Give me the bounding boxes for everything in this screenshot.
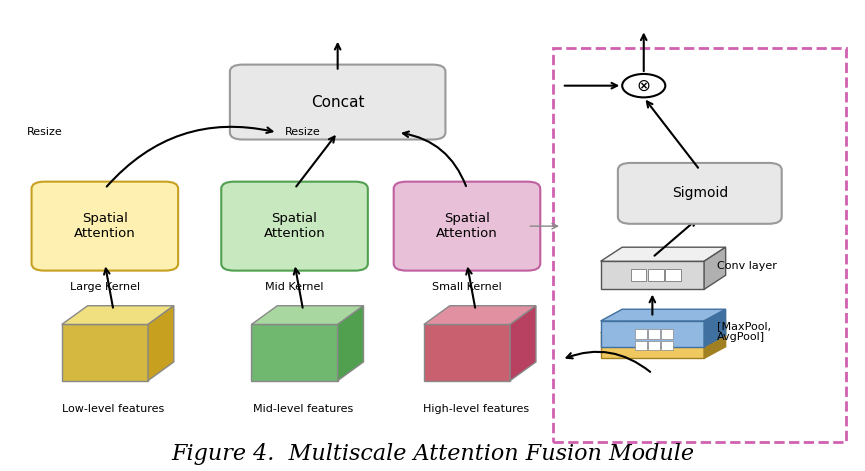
Text: Small Kernel: Small Kernel [432,282,502,292]
FancyBboxPatch shape [618,163,782,224]
Polygon shape [600,247,726,261]
Text: High-level features: High-level features [422,404,529,414]
Text: Spatial
Attention: Spatial Attention [264,212,325,240]
Text: [MaxPool,
AvgPool]: [MaxPool, AvgPool] [717,321,772,342]
Polygon shape [661,329,673,339]
Polygon shape [600,321,726,333]
Text: Concat: Concat [311,95,364,110]
Polygon shape [631,269,646,281]
Polygon shape [252,306,363,325]
Polygon shape [665,269,681,281]
FancyBboxPatch shape [230,65,445,139]
Polygon shape [424,325,510,381]
Polygon shape [661,341,673,350]
Polygon shape [648,329,660,339]
Polygon shape [600,261,704,289]
Text: Mid-level features: Mid-level features [253,404,353,414]
FancyBboxPatch shape [221,182,368,271]
Circle shape [622,74,665,97]
Polygon shape [704,321,726,358]
Polygon shape [510,306,536,381]
Polygon shape [600,309,726,321]
Polygon shape [635,329,647,339]
Text: Large Kernel: Large Kernel [70,282,140,292]
Text: Spatial
Attention: Spatial Attention [74,212,136,240]
Polygon shape [61,325,148,381]
Polygon shape [600,321,704,347]
Text: Figure 4.  Multiscale Attention Fusion Module: Figure 4. Multiscale Attention Fusion Mo… [171,443,694,465]
Polygon shape [252,325,337,381]
Polygon shape [337,306,363,381]
Polygon shape [61,306,174,325]
Polygon shape [648,269,663,281]
Polygon shape [635,341,647,350]
FancyBboxPatch shape [31,182,178,271]
Text: Resize: Resize [285,127,321,137]
Polygon shape [600,333,704,358]
Text: Spatial
Attention: Spatial Attention [436,212,498,240]
FancyBboxPatch shape [394,182,541,271]
Polygon shape [148,306,174,381]
Polygon shape [704,247,726,289]
Text: ⊗: ⊗ [637,77,650,95]
Text: Mid Kernel: Mid Kernel [266,282,324,292]
Polygon shape [704,309,726,347]
Text: Low-level features: Low-level features [62,404,164,414]
Text: Conv layer: Conv layer [717,261,777,271]
Polygon shape [424,306,536,325]
Text: Sigmoid: Sigmoid [671,187,728,200]
Text: Resize: Resize [27,127,62,137]
Polygon shape [648,341,660,350]
